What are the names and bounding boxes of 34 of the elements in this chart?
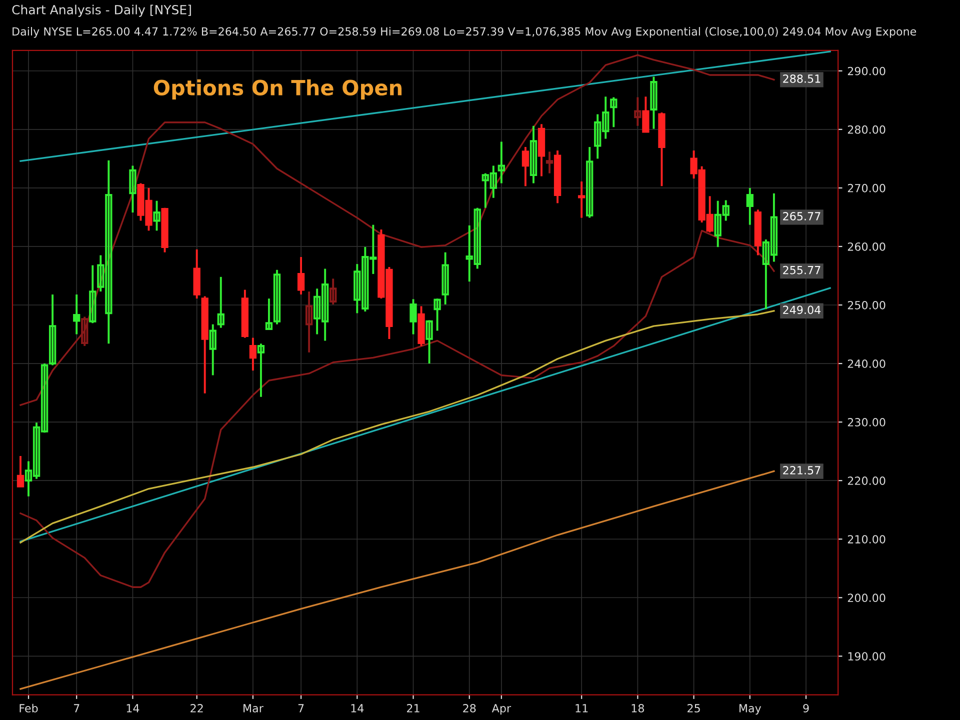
y-tick-label: 200.00 — [848, 594, 886, 602]
x-tick-label: Feb — [20, 704, 38, 712]
text: Chart Analysis - Daily [NYSE] — [12, 4, 191, 17]
y-tick-label: 250.00 — [848, 300, 886, 310]
y-tick-label: 270.00 — [848, 184, 886, 192]
x-tick-label: 14 — [126, 704, 140, 712]
y-tick-label: 240.00 — [848, 360, 886, 368]
annotation: 221.57 — [783, 466, 820, 474]
text: Options On The Open — [154, 79, 402, 100]
x-tick-label: 9 — [803, 704, 809, 712]
annotation: 249.04 — [783, 306, 821, 314]
y-tick-label: 280.00 — [848, 125, 886, 134]
y-tick-label: 230.00 — [848, 418, 886, 426]
y-tick-label: 260.00 — [848, 242, 886, 251]
annotation: 255.77 — [783, 266, 820, 274]
annotation: 288.51 — [783, 74, 820, 83]
x-tick-label: 21 — [407, 704, 420, 712]
x-tick-label: Apr — [492, 704, 512, 715]
x-tick-label: 22 — [190, 704, 203, 712]
y-tick-label: 210.00 — [848, 535, 886, 544]
annotation: 265.77 — [783, 212, 820, 220]
x-tick-label: 14 — [351, 704, 364, 712]
x-tick-label: 11 — [576, 704, 588, 712]
y-tick-label: 290.00 — [848, 66, 886, 76]
x-tick-label: 7 — [298, 704, 304, 712]
x-tick-label: 7 — [74, 704, 80, 712]
x-tick-label: 25 — [688, 704, 700, 712]
text: Daily NYSE L=265.00 4.47 1.72% B=264.50 A=265.77 O=258.59 Hi=269.08 Lo=257.39 V=1,076,385 Mov Avg Exponential (Close,100,0) 249.04 Mov Avg Expone — [12, 27, 916, 38]
x-tick-label: 28 — [463, 704, 476, 712]
x-tick-label: May — [740, 704, 762, 715]
y-tick-label: 220.00 — [848, 476, 886, 485]
y-tick-label: 190.00 — [848, 652, 886, 661]
x-tick-label: Mar — [244, 704, 264, 712]
x-tick-label: 18 — [632, 704, 644, 712]
